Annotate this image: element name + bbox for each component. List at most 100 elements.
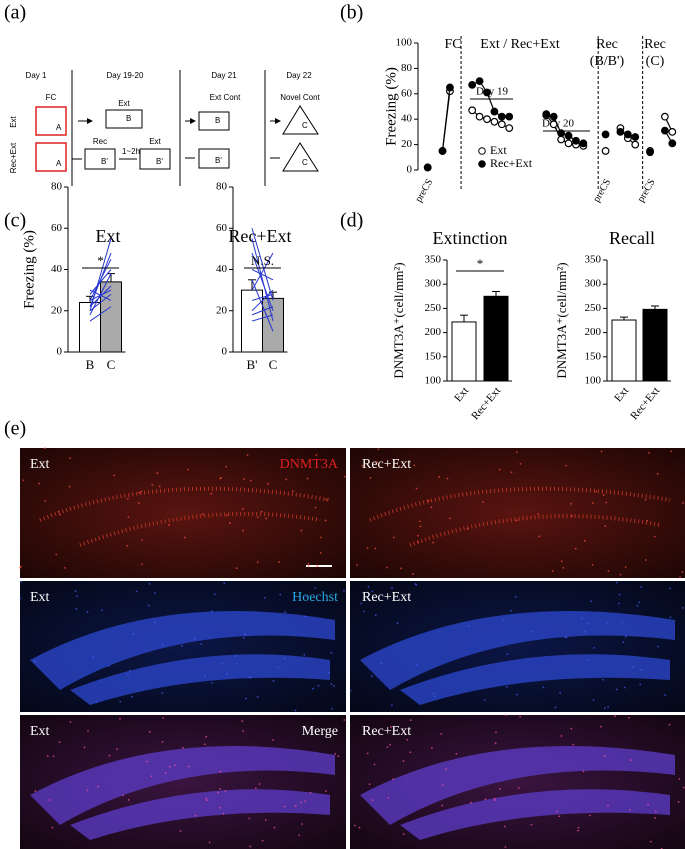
annotation: Day 19 xyxy=(476,86,509,98)
speckle xyxy=(148,730,151,733)
speckle xyxy=(668,723,671,726)
speckle xyxy=(95,701,98,703)
speckle xyxy=(607,706,610,708)
y-tick-label: 0 xyxy=(222,346,228,358)
speckle xyxy=(615,688,618,691)
speckle xyxy=(592,699,595,701)
speckle xyxy=(292,490,294,493)
speckle xyxy=(219,806,222,809)
speckle xyxy=(242,636,245,639)
speckle xyxy=(127,799,130,801)
speckle xyxy=(331,707,333,710)
speckle xyxy=(353,824,356,827)
significance-label: N.S. xyxy=(251,253,274,268)
image-label: Rec+Ext xyxy=(362,457,411,472)
y-tick-label: 200 xyxy=(585,326,602,338)
panel-label: (d) xyxy=(340,210,363,232)
speckle xyxy=(181,644,183,647)
speckle xyxy=(235,662,238,665)
speckle xyxy=(187,765,190,768)
speckle xyxy=(427,499,430,502)
group-label: FC xyxy=(444,37,461,52)
x-tick-label: Rec+Ext xyxy=(469,385,503,422)
point xyxy=(446,83,454,92)
speckle xyxy=(572,743,575,746)
speckle xyxy=(97,785,99,788)
speckle xyxy=(636,605,639,607)
speckle xyxy=(349,689,352,692)
bar xyxy=(100,281,122,353)
speckle xyxy=(515,519,518,522)
speckle xyxy=(368,783,371,786)
speckle xyxy=(603,755,606,758)
speckle xyxy=(646,519,649,522)
point xyxy=(468,106,477,115)
speckle xyxy=(211,610,213,613)
y-axis-label: Freezing (%) xyxy=(21,230,37,309)
protocol-diagram: Day 1 Day 19-20 Day 21 Day 22 FC Ext Con… xyxy=(9,70,321,186)
speckle xyxy=(402,760,405,762)
speckle xyxy=(228,522,231,524)
panel-label: (b) xyxy=(340,2,363,24)
speckle xyxy=(613,715,616,718)
speckle xyxy=(153,592,156,594)
speckle xyxy=(201,513,204,516)
day-label: Day 21 xyxy=(211,71,237,80)
chart-title: Rec+Ext xyxy=(228,226,291,246)
speckle xyxy=(374,614,377,617)
y-tick-label: 100 xyxy=(585,375,602,387)
legend-marker xyxy=(478,160,486,168)
cell-layer xyxy=(360,611,675,705)
point xyxy=(623,130,632,139)
speckle xyxy=(294,805,297,807)
bar xyxy=(611,319,637,382)
speckle xyxy=(75,607,78,610)
speckle xyxy=(602,678,604,681)
point xyxy=(505,112,514,121)
x-tick-label: B' xyxy=(246,357,257,372)
speckle xyxy=(156,472,159,474)
speckle xyxy=(406,738,409,741)
speckle xyxy=(373,763,376,766)
speckle xyxy=(588,814,591,817)
speckle xyxy=(248,817,251,820)
speckle xyxy=(206,799,208,802)
step-label: Ext xyxy=(149,137,161,146)
speckle xyxy=(86,789,89,792)
speckle xyxy=(119,717,121,720)
point xyxy=(668,139,677,148)
speckle xyxy=(164,772,167,774)
speckle xyxy=(484,798,487,801)
y-tick-label: 250 xyxy=(585,302,602,314)
panel-label: (e) xyxy=(4,418,26,440)
speckle xyxy=(249,845,252,848)
speckle xyxy=(455,752,458,755)
context-box xyxy=(105,109,143,129)
speckle xyxy=(654,817,657,819)
speckle xyxy=(366,547,369,549)
speckle xyxy=(46,755,49,757)
speckle xyxy=(380,662,383,665)
speckle xyxy=(530,823,533,826)
y-axis-label: DNMT3A⁺(cell/mm²) xyxy=(391,262,406,378)
speckle xyxy=(242,730,245,733)
speckle xyxy=(305,595,307,598)
speckle xyxy=(294,709,297,712)
speckle xyxy=(440,733,443,735)
y-tick-label: 0 xyxy=(407,164,413,176)
speckle xyxy=(129,669,132,672)
speckle xyxy=(153,621,156,624)
speckle xyxy=(58,741,61,744)
speckle xyxy=(186,468,189,471)
speckle xyxy=(141,539,143,541)
speckle xyxy=(141,563,143,566)
speckle xyxy=(396,622,399,625)
speckle xyxy=(33,660,36,663)
speckle xyxy=(371,590,374,593)
speckle xyxy=(392,536,395,539)
chart-title: Ext xyxy=(96,226,121,246)
speckle xyxy=(57,510,60,513)
point xyxy=(557,135,566,144)
speckle xyxy=(446,477,449,480)
speckle xyxy=(648,451,651,454)
